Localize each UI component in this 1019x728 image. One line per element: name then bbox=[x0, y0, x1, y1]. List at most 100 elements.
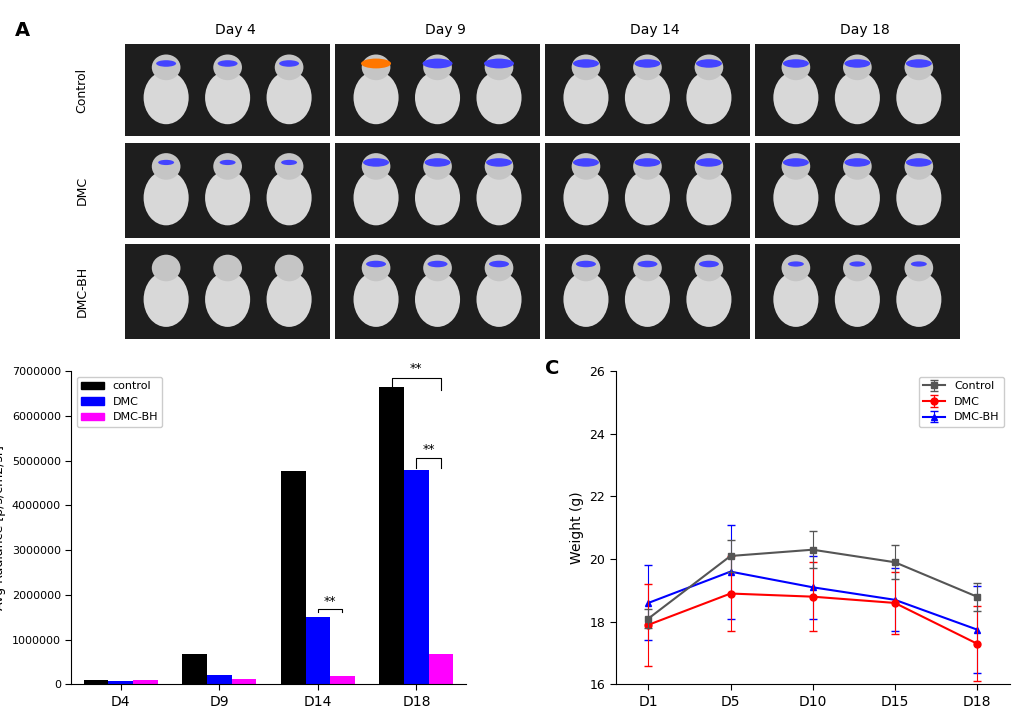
Circle shape bbox=[573, 59, 598, 68]
Ellipse shape bbox=[476, 170, 521, 226]
FancyBboxPatch shape bbox=[334, 143, 539, 237]
Ellipse shape bbox=[362, 153, 390, 180]
Legend: Control, DMC, DMC-BH: Control, DMC, DMC-BH bbox=[918, 377, 1004, 427]
Circle shape bbox=[427, 261, 447, 267]
Bar bbox=[207, 676, 231, 684]
Circle shape bbox=[695, 158, 721, 167]
Text: C: C bbox=[544, 359, 558, 378]
Ellipse shape bbox=[362, 255, 390, 281]
Circle shape bbox=[488, 261, 508, 267]
Ellipse shape bbox=[484, 55, 513, 80]
Text: Day 9: Day 9 bbox=[424, 23, 465, 37]
Ellipse shape bbox=[205, 272, 250, 327]
Circle shape bbox=[787, 261, 803, 266]
FancyBboxPatch shape bbox=[334, 44, 539, 136]
Ellipse shape bbox=[633, 153, 661, 180]
Ellipse shape bbox=[484, 153, 513, 180]
FancyBboxPatch shape bbox=[544, 143, 749, 237]
Ellipse shape bbox=[152, 255, 180, 281]
Ellipse shape bbox=[152, 55, 180, 80]
Ellipse shape bbox=[274, 153, 303, 180]
Ellipse shape bbox=[476, 71, 521, 124]
Text: DMC-BH: DMC-BH bbox=[75, 266, 89, 317]
Ellipse shape bbox=[144, 170, 189, 226]
Ellipse shape bbox=[213, 255, 242, 281]
Ellipse shape bbox=[476, 272, 521, 327]
Ellipse shape bbox=[904, 55, 932, 80]
Ellipse shape bbox=[205, 170, 250, 226]
FancyBboxPatch shape bbox=[754, 143, 959, 237]
Ellipse shape bbox=[562, 170, 608, 226]
Ellipse shape bbox=[274, 55, 303, 80]
Ellipse shape bbox=[686, 170, 731, 226]
Ellipse shape bbox=[562, 71, 608, 124]
Circle shape bbox=[905, 59, 931, 68]
Bar bbox=[330, 676, 355, 684]
FancyBboxPatch shape bbox=[754, 44, 959, 136]
Ellipse shape bbox=[842, 255, 871, 281]
Circle shape bbox=[156, 60, 176, 67]
FancyBboxPatch shape bbox=[125, 143, 330, 237]
Ellipse shape bbox=[354, 170, 398, 226]
Ellipse shape bbox=[354, 71, 398, 124]
Ellipse shape bbox=[772, 170, 817, 226]
Text: Day 14: Day 14 bbox=[630, 23, 679, 37]
Ellipse shape bbox=[423, 255, 451, 281]
Circle shape bbox=[361, 58, 390, 68]
Circle shape bbox=[637, 261, 657, 267]
Ellipse shape bbox=[362, 55, 390, 80]
Ellipse shape bbox=[266, 272, 312, 327]
Ellipse shape bbox=[834, 71, 879, 124]
Ellipse shape bbox=[834, 170, 879, 226]
Ellipse shape bbox=[694, 153, 722, 180]
Ellipse shape bbox=[686, 71, 731, 124]
Ellipse shape bbox=[484, 255, 513, 281]
Bar bbox=[379, 387, 404, 684]
Ellipse shape bbox=[896, 272, 941, 327]
Circle shape bbox=[783, 59, 808, 68]
Ellipse shape bbox=[781, 55, 809, 80]
Circle shape bbox=[634, 59, 659, 68]
Ellipse shape bbox=[896, 170, 941, 226]
Circle shape bbox=[485, 158, 512, 167]
Bar bbox=[182, 654, 207, 684]
Circle shape bbox=[783, 158, 808, 167]
Ellipse shape bbox=[834, 272, 879, 327]
Bar bbox=[306, 617, 330, 684]
Ellipse shape bbox=[904, 255, 932, 281]
Ellipse shape bbox=[266, 71, 312, 124]
Ellipse shape bbox=[415, 170, 460, 226]
Circle shape bbox=[910, 261, 926, 266]
Text: Day 18: Day 18 bbox=[840, 23, 889, 37]
Bar bbox=[132, 680, 158, 684]
Circle shape bbox=[363, 158, 388, 167]
Ellipse shape bbox=[904, 153, 932, 180]
Ellipse shape bbox=[571, 55, 600, 80]
Ellipse shape bbox=[423, 153, 451, 180]
Ellipse shape bbox=[274, 255, 303, 281]
Ellipse shape bbox=[633, 255, 661, 281]
Ellipse shape bbox=[694, 255, 722, 281]
Ellipse shape bbox=[625, 170, 669, 226]
Circle shape bbox=[695, 59, 721, 68]
Bar bbox=[84, 680, 108, 684]
Ellipse shape bbox=[896, 71, 941, 124]
Ellipse shape bbox=[625, 71, 669, 124]
Ellipse shape bbox=[423, 55, 451, 80]
Ellipse shape bbox=[213, 153, 242, 180]
Circle shape bbox=[576, 261, 595, 267]
Bar bbox=[231, 679, 256, 684]
Circle shape bbox=[849, 261, 864, 266]
Ellipse shape bbox=[633, 55, 661, 80]
Bar bbox=[404, 470, 428, 684]
Text: Day 4: Day 4 bbox=[215, 23, 255, 37]
Ellipse shape bbox=[354, 272, 398, 327]
Ellipse shape bbox=[152, 153, 180, 180]
Circle shape bbox=[158, 160, 174, 165]
Ellipse shape bbox=[144, 272, 189, 327]
Bar bbox=[108, 681, 132, 684]
Circle shape bbox=[281, 160, 297, 165]
Ellipse shape bbox=[415, 272, 460, 327]
Circle shape bbox=[219, 160, 235, 165]
FancyBboxPatch shape bbox=[544, 44, 749, 136]
